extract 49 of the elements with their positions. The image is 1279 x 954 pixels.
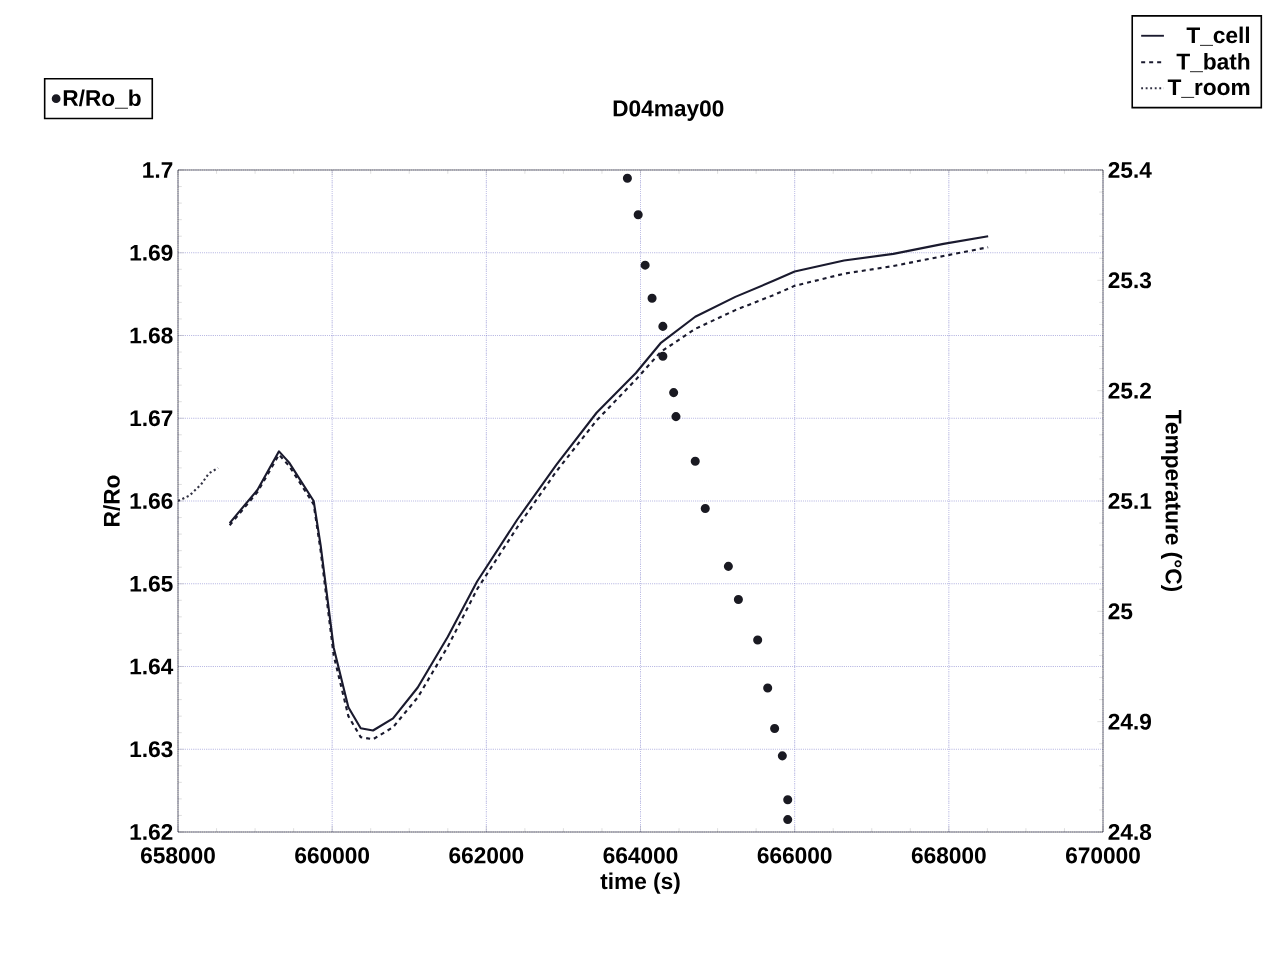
y-tick-label: 1.66 bbox=[130, 492, 173, 510]
x-tick-label: 668000 bbox=[911, 847, 986, 864]
point bbox=[658, 321, 668, 331]
y2-axis-title: Temperature (°C) bbox=[1160, 410, 1183, 592]
y2-tick-label: 24.9 bbox=[1108, 713, 1151, 730]
x-tick-label: 658000 bbox=[141, 847, 215, 864]
y2-tick-label: 24.8 bbox=[1108, 823, 1152, 841]
legend-label: T_cell bbox=[1186, 26, 1250, 46]
point bbox=[723, 561, 733, 571]
legend-label: R/Ro_b bbox=[63, 89, 141, 109]
y-tick-label: 1.68 bbox=[130, 327, 173, 344]
point bbox=[733, 594, 743, 605]
y-tick-label: 1.62 bbox=[130, 823, 173, 841]
y2-tick-label: 25.3 bbox=[1108, 272, 1152, 289]
x-axis-title: time (s) bbox=[600, 872, 680, 894]
point bbox=[671, 412, 681, 422]
point bbox=[783, 815, 793, 825]
y-tick-label: 1.7 bbox=[143, 162, 173, 178]
point bbox=[700, 503, 710, 513]
point bbox=[783, 795, 793, 805]
y-tick-label: 1.64 bbox=[130, 658, 174, 675]
point bbox=[622, 173, 632, 183]
point bbox=[753, 635, 763, 645]
y-tick-label: 1.65 bbox=[130, 575, 173, 592]
point bbox=[640, 260, 650, 270]
x-tick-label: 670000 bbox=[1066, 847, 1140, 864]
point bbox=[777, 751, 787, 761]
point bbox=[669, 388, 679, 398]
point bbox=[658, 351, 668, 361]
point bbox=[763, 683, 773, 693]
point bbox=[633, 210, 643, 220]
point bbox=[690, 456, 700, 466]
x-tick-label: 662000 bbox=[449, 847, 524, 864]
x-tick-label: 666000 bbox=[757, 847, 832, 864]
point bbox=[647, 293, 657, 303]
y-axis-title: R/Ro bbox=[103, 475, 121, 526]
y-tick-label: 1.69 bbox=[130, 244, 173, 261]
y2-tick-label: 25.4 bbox=[1108, 161, 1152, 179]
legend-label: T_room bbox=[1167, 79, 1250, 98]
x-tick-label: 664000 bbox=[603, 847, 678, 864]
y2-tick-label: 25.1 bbox=[1108, 492, 1152, 510]
x-tick-label: 660000 bbox=[295, 847, 370, 864]
y2-tick-label: 25 bbox=[1108, 603, 1133, 620]
point bbox=[770, 724, 780, 734]
chart-title: D04may00 bbox=[613, 100, 724, 121]
y2-tick-label: 25.2 bbox=[1108, 382, 1151, 399]
y-tick-label: 1.67 bbox=[130, 410, 173, 427]
legend-label: T_bath bbox=[1176, 52, 1250, 73]
y-tick-label: 1.63 bbox=[130, 741, 173, 758]
